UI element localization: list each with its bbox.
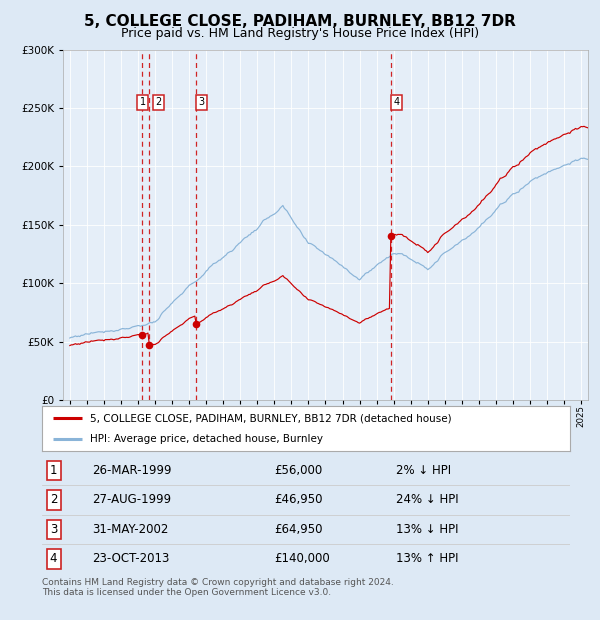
Text: Price paid vs. HM Land Registry's House Price Index (HPI): Price paid vs. HM Land Registry's House … bbox=[121, 27, 479, 40]
Text: 3: 3 bbox=[50, 523, 58, 536]
Text: £140,000: £140,000 bbox=[274, 552, 330, 565]
Text: £46,950: £46,950 bbox=[274, 494, 323, 507]
Text: 13% ↓ HPI: 13% ↓ HPI bbox=[396, 523, 458, 536]
Text: HPI: Average price, detached house, Burnley: HPI: Average price, detached house, Burn… bbox=[89, 434, 323, 444]
Text: 23-OCT-2013: 23-OCT-2013 bbox=[92, 552, 170, 565]
Text: 13% ↑ HPI: 13% ↑ HPI bbox=[396, 552, 458, 565]
Text: 2% ↓ HPI: 2% ↓ HPI bbox=[396, 464, 451, 477]
Text: 4: 4 bbox=[394, 97, 400, 107]
Text: 27-AUG-1999: 27-AUG-1999 bbox=[92, 494, 171, 507]
Text: 5, COLLEGE CLOSE, PADIHAM, BURNLEY, BB12 7DR (detached house): 5, COLLEGE CLOSE, PADIHAM, BURNLEY, BB12… bbox=[89, 414, 451, 423]
Text: 3: 3 bbox=[199, 97, 205, 107]
Text: 2: 2 bbox=[50, 494, 58, 507]
Text: 31-MAY-2002: 31-MAY-2002 bbox=[92, 523, 169, 536]
Text: 24% ↓ HPI: 24% ↓ HPI bbox=[396, 494, 458, 507]
Text: £56,000: £56,000 bbox=[274, 464, 323, 477]
Text: 5, COLLEGE CLOSE, PADIHAM, BURNLEY, BB12 7DR: 5, COLLEGE CLOSE, PADIHAM, BURNLEY, BB12… bbox=[84, 14, 516, 29]
Text: 4: 4 bbox=[50, 552, 58, 565]
Text: £64,950: £64,950 bbox=[274, 523, 323, 536]
Text: Contains HM Land Registry data © Crown copyright and database right 2024.
This d: Contains HM Land Registry data © Crown c… bbox=[42, 578, 394, 597]
Text: 2: 2 bbox=[155, 97, 161, 107]
Text: 1: 1 bbox=[140, 97, 146, 107]
Text: 26-MAR-1999: 26-MAR-1999 bbox=[92, 464, 172, 477]
Text: 1: 1 bbox=[50, 464, 58, 477]
